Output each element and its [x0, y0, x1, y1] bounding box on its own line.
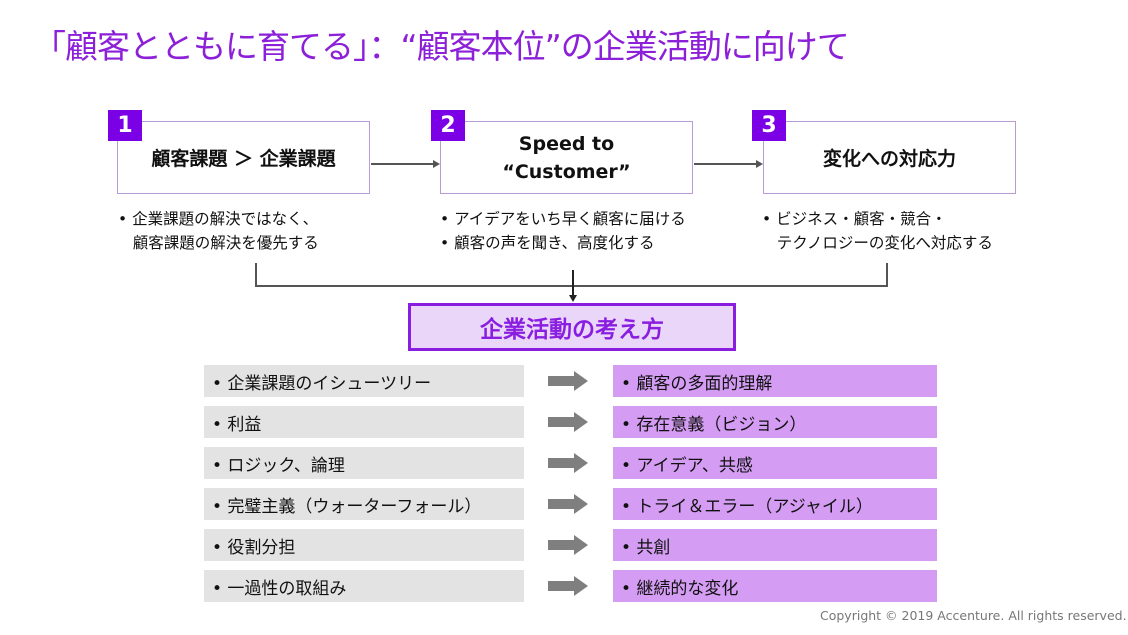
copyright: Copyright © 2019 Accenture. All rights r… [820, 608, 1127, 623]
from-item: • ロジック、論理 [204, 447, 524, 479]
arrow-right-icon [548, 412, 588, 432]
from-item: • 利益 [204, 406, 524, 438]
arrow-right-icon [548, 453, 588, 473]
step-2-box: Speed to “Customer” [440, 121, 693, 194]
step-2-badge: 2 [431, 110, 465, 141]
arrow-right-icon [433, 160, 440, 168]
step-2-bullets: • アイデアをいち早く顧客に届ける • 顧客の声を聞き、高度化する [440, 210, 686, 252]
to-item: • 顧客の多面的理解 [613, 365, 937, 397]
step-1-box: 顧客課題 ＞ 企業課題 [117, 121, 370, 194]
to-item: • アイデア、共感 [613, 447, 937, 479]
bracket-line [572, 270, 574, 296]
step-1-bullets: • 企業課題の解決ではなく、 顧客課題の解決を優先する [118, 210, 319, 252]
arrow-down-icon [569, 295, 577, 302]
step-3-box: 変化への対応力 [763, 121, 1016, 194]
arrow-right-icon [756, 160, 763, 168]
page-title: 「顧客とともに育てる」：“顧客本位”の企業活動に向けて [33, 27, 850, 66]
arrow-right-icon [548, 371, 588, 391]
step-3-bullets: • ビジネス・顧客・競合・ テクノロジーの変化へ対応する [762, 210, 993, 252]
to-item: • トライ＆エラー（アジャイル） [613, 488, 937, 520]
connector-line [371, 163, 433, 165]
center-concept-box: 企業活動の考え方 [408, 303, 736, 351]
to-item: • 存在意義（ビジョン） [613, 406, 937, 438]
to-item: • 継続的な変化 [613, 570, 937, 602]
bracket-line [886, 263, 888, 286]
from-item: • 完璧主義（ウォーターフォール） [204, 488, 524, 520]
connector-line [694, 163, 756, 165]
from-item: • 一過性の取組み [204, 570, 524, 602]
arrow-right-icon [548, 494, 588, 514]
from-item: • 役割分担 [204, 529, 524, 561]
bracket-line [255, 263, 257, 286]
step-3-badge: 3 [752, 110, 786, 141]
step-1-badge: 1 [108, 110, 142, 141]
arrow-right-icon [548, 535, 588, 555]
arrow-right-icon [548, 576, 588, 596]
bracket-line [255, 285, 888, 287]
to-item: • 共創 [613, 529, 937, 561]
from-item: • 企業課題のイシューツリー [204, 365, 524, 397]
